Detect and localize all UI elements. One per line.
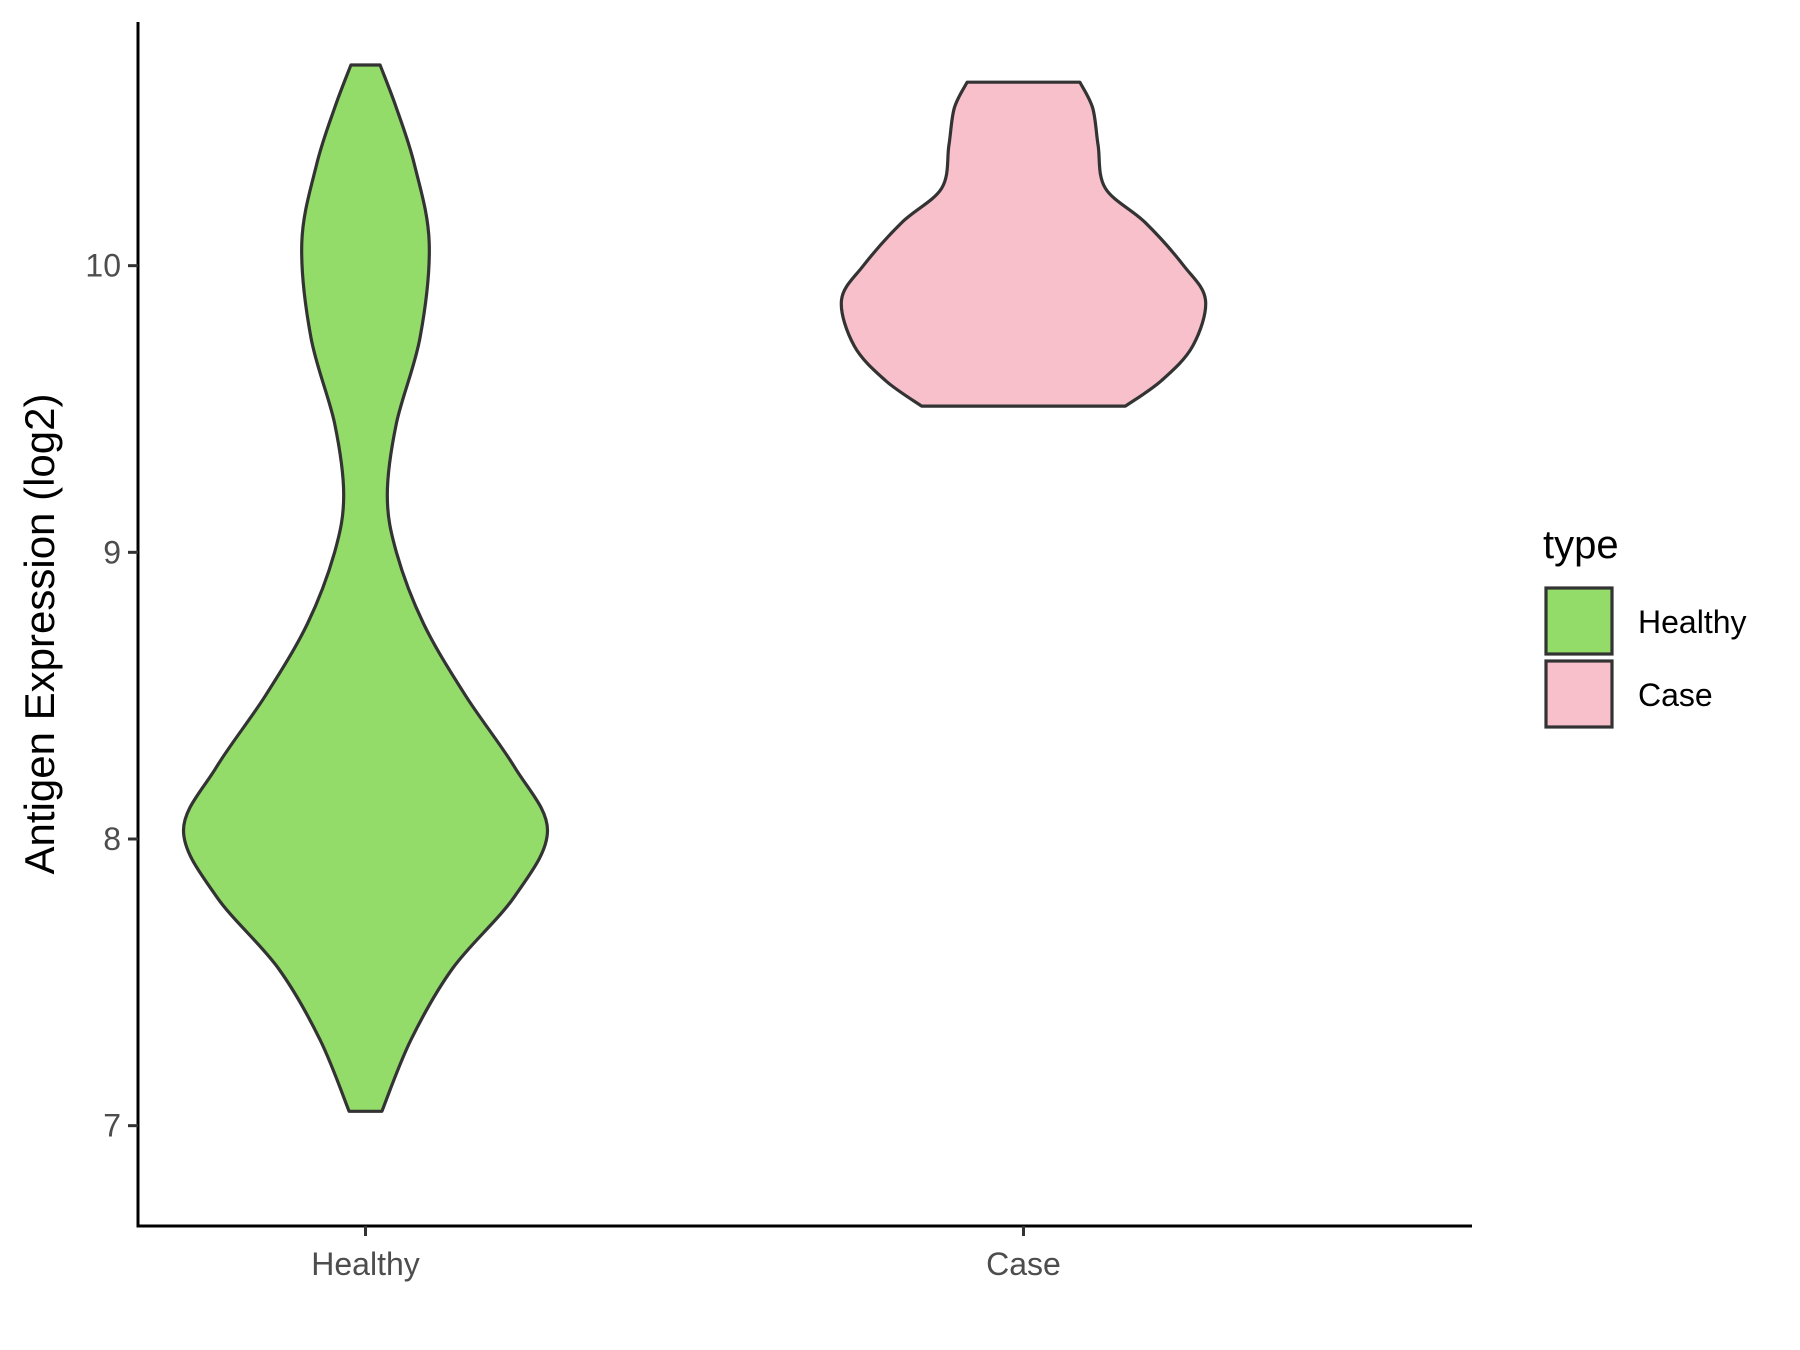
y-axis-title: Antigen Expression (log2) bbox=[16, 394, 63, 875]
legend-label-case: Case bbox=[1638, 677, 1713, 713]
y-axis-ticks: 7 8 9 10 bbox=[85, 248, 138, 1144]
violin-case bbox=[839, 80, 1208, 408]
legend-title: type bbox=[1543, 523, 1619, 567]
legend-items: Healthy Case bbox=[1544, 586, 1747, 729]
legend-key-healthy bbox=[1544, 586, 1614, 656]
y-tick-label: 7 bbox=[103, 1108, 121, 1144]
legend: type Healthy Case bbox=[1543, 523, 1747, 729]
x-tick-label: Healthy bbox=[311, 1246, 420, 1282]
violin-healthy bbox=[181, 63, 550, 1113]
legend-key-case bbox=[1544, 659, 1614, 729]
y-tick-label: 9 bbox=[103, 534, 121, 570]
y-tick-label: 8 bbox=[103, 821, 121, 857]
x-axis-ticks: Healthy Case bbox=[311, 1226, 1061, 1282]
legend-label-healthy: Healthy bbox=[1638, 604, 1747, 640]
y-tick-label: 10 bbox=[85, 248, 121, 284]
violins-layer bbox=[181, 63, 1208, 1113]
x-tick-label: Case bbox=[986, 1246, 1061, 1282]
